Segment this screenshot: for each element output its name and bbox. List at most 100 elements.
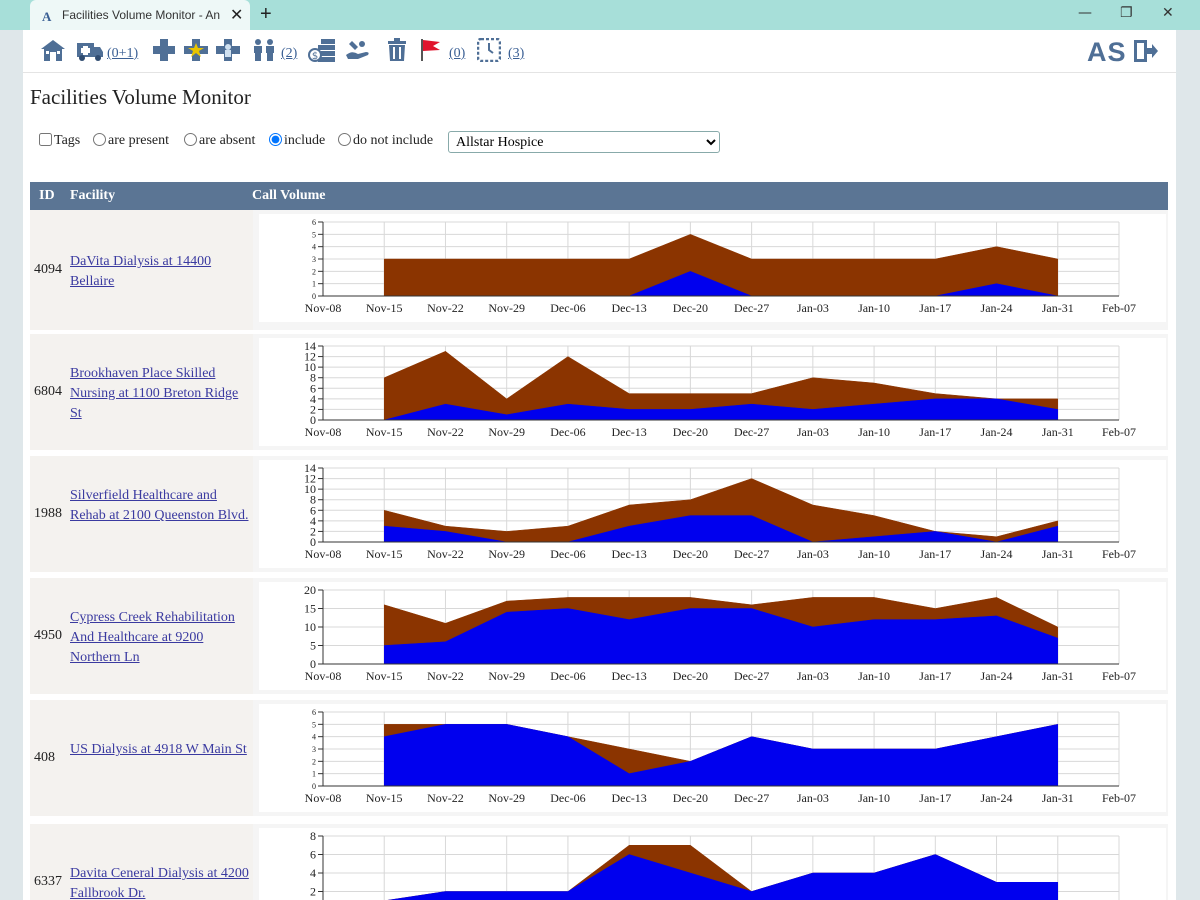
user-initials-logo[interactable]: AS	[1087, 37, 1127, 67]
are-absent-option[interactable]: are absent	[184, 133, 255, 149]
column-header-id[interactable]: ID	[39, 188, 55, 203]
column-header-facility[interactable]: Facility	[70, 188, 116, 203]
are-present-label: are present	[108, 133, 170, 148]
x-tick-label: Nov-22	[427, 301, 464, 315]
facility-id: 1988	[34, 506, 62, 521]
x-tick-label: Jan-03	[797, 301, 829, 315]
facility-id: 6804	[34, 384, 62, 399]
facility-name-link[interactable]: Cypress Creek Rehabilitation And Healthc…	[70, 610, 235, 665]
facility-name-link[interactable]: Silverfield Healthcare and Rehab at 2100…	[70, 488, 249, 523]
row-info-cell	[30, 456, 253, 572]
ambulance-count-link[interactable]: (0+1)	[107, 46, 139, 61]
x-tick-label: Jan-17	[919, 301, 951, 315]
include-option[interactable]: include	[269, 133, 325, 149]
flag-count-link[interactable]: (0)	[449, 46, 466, 61]
x-tick-label: Jan-24	[981, 547, 1013, 561]
red-flag-icon[interactable]	[419, 38, 441, 67]
facility-id: 4950	[34, 628, 62, 643]
x-tick-label: Nov-08	[305, 425, 342, 439]
x-tick-label: Dec-06	[550, 791, 585, 805]
x-tick-label: Nov-08	[305, 301, 342, 315]
call-volume-cell: 0 1 2 3 4 5 6 Nov-08 Nov-15 Nov-22 Nov-29 Dec-06 Dec…	[253, 210, 1168, 330]
do-not-include-label: do not include	[353, 133, 434, 148]
y-tick-label: 2	[310, 885, 316, 899]
y-tick-label: 12	[304, 350, 316, 364]
x-tick-label: Dec-06	[550, 425, 585, 439]
do-not-include-option[interactable]: do not include	[338, 133, 433, 149]
are-absent-radio[interactable]	[184, 133, 197, 146]
y-tick-label: 12	[304, 472, 316, 486]
y-tick-label: 2	[312, 757, 316, 766]
clock-icon[interactable]	[476, 37, 502, 67]
grid-header: ID Facility Call Volume	[30, 182, 1168, 210]
tags-label: Tags	[54, 133, 81, 148]
billing-stack-icon[interactable]: $	[308, 38, 336, 69]
y-tick-label: 8	[310, 371, 316, 385]
minimize-button[interactable]: —	[1078, 5, 1092, 21]
include-label: include	[284, 133, 326, 148]
y-tick-label: 4	[312, 243, 316, 252]
y-tick-label: 6	[310, 848, 316, 862]
x-tick-label: Nov-29	[488, 669, 525, 683]
are-present-radio[interactable]	[93, 133, 106, 146]
y-tick-label: 5	[312, 230, 316, 239]
facility-name-link[interactable]: Davita Ceneral Dialysis at 4200 Fallbroo…	[70, 866, 249, 900]
x-tick-label: Nov-29	[488, 301, 525, 315]
browser-tab[interactable]: A Facilities Volume Monitor - Angels Car…	[30, 0, 250, 30]
x-tick-label: Nov-08	[305, 669, 342, 683]
page-title: Facilities Volume Monitor	[30, 85, 251, 109]
include-radio[interactable]	[269, 133, 282, 146]
people-count-link[interactable]: (2)	[281, 46, 298, 61]
cross-star-icon[interactable]	[183, 38, 209, 67]
medical-cross-icon[interactable]	[152, 38, 176, 67]
table-row: 4094 DaVita Dialysis at 14400 Bellaire 0…	[30, 210, 1168, 330]
x-tick-label: Jan-31	[1042, 301, 1074, 315]
x-tick-label: Jan-17	[919, 791, 951, 805]
subset-volume-area	[383, 608, 1059, 665]
call-volume-cell: 0 1 2 3 4 5 6 Nov-08 Nov-15 Nov-22 Nov-29 Dec-06 Dec…	[253, 700, 1168, 816]
facility-id: 6337	[34, 874, 62, 889]
column-header-call-volume[interactable]: Call Volume	[252, 188, 326, 203]
are-present-option[interactable]: are present	[93, 133, 169, 149]
tags-checkbox-label[interactable]: Tags	[39, 133, 80, 149]
row-info-cell	[30, 824, 253, 900]
cross-person-icon[interactable]	[215, 38, 241, 67]
main-toolbar: (0+1) (2) $ (0) (3) AS	[23, 30, 1176, 73]
x-tick-label: Nov-22	[427, 669, 464, 683]
x-tick-label: Dec-13	[611, 669, 646, 683]
table-row: 6337 Davita Ceneral Dialysis at 4200 Fal…	[30, 824, 1168, 900]
people-icon[interactable]	[251, 38, 277, 67]
table-row: 408 US Dialysis at 4918 W Main St 0 1 2 3 4 5…	[30, 700, 1168, 816]
x-tick-label: Jan-24	[981, 669, 1013, 683]
clock-count-link[interactable]: (3)	[508, 46, 525, 61]
facility-name-link[interactable]: DaVita Dialysis at 14400 Bellaire	[70, 254, 212, 289]
y-tick-label: 5	[310, 639, 316, 653]
tags-checkbox[interactable]	[39, 133, 52, 146]
x-tick-label: Dec-20	[673, 301, 708, 315]
x-tick-label: Jan-24	[981, 425, 1013, 439]
tab-close-icon[interactable]: ✕	[230, 7, 244, 24]
facility-select[interactable]: Allstar Hospice	[448, 131, 720, 153]
x-tick-label: Jan-10	[858, 301, 890, 315]
facility-name-link[interactable]: Brookhaven Place Skilled Nursing at 1100…	[70, 366, 239, 421]
ambulance-icon[interactable]	[76, 38, 104, 67]
do-not-include-radio[interactable]	[338, 133, 351, 146]
y-axis: 0 5 10 15 20	[304, 583, 324, 671]
y-tick-label: 0	[310, 413, 316, 427]
facility-name-link[interactable]: US Dialysis at 4918 W Main St	[70, 742, 247, 757]
facility-home-icon[interactable]	[40, 38, 66, 67]
trash-bin-icon[interactable]	[386, 38, 408, 67]
call-volume-chart: 2468Nov-08Nov-15Nov-22Nov-29Dec-06Dec-13…	[259, 828, 1166, 900]
facility-id: 408	[34, 750, 55, 765]
y-tick-label: 10	[304, 620, 316, 634]
hand-pill-icon[interactable]	[344, 38, 372, 67]
call-volume-cell: 0 2 4 6 8 10 12 14 Nov-08 Nov-15 Nov-22 Nov-29 Dec-0…	[253, 334, 1168, 450]
window-close-button[interactable]: ✕	[1162, 5, 1174, 21]
restore-button[interactable]: ❐	[1120, 5, 1133, 21]
x-tick-label: Jan-03	[797, 791, 829, 805]
logout-icon[interactable]	[1133, 39, 1159, 68]
new-tab-button[interactable]: +	[260, 3, 272, 25]
